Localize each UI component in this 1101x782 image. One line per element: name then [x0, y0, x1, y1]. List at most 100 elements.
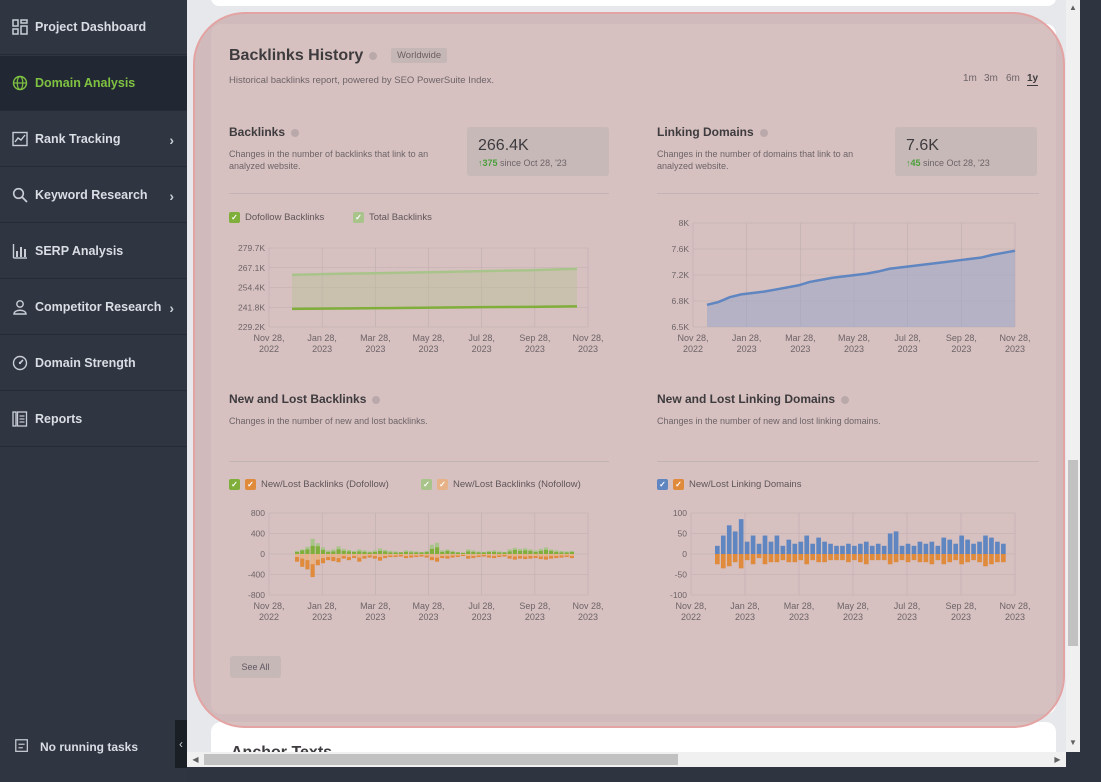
bar-lost-nofollow	[429, 554, 434, 558]
bar-lost-dofollow	[367, 554, 372, 558]
checkbox-checked-icon[interactable]: ✓	[673, 479, 684, 490]
checkbox-checked-icon[interactable]: ✓	[353, 212, 364, 223]
y-tick-label: 254.4K	[238, 283, 265, 293]
bar-lost-nofollow	[377, 554, 383, 558]
help-icon[interactable]	[291, 128, 300, 137]
bar-lost-nofollow	[476, 554, 481, 556]
bar-new-nofollow	[305, 549, 310, 554]
bar-new-nofollow	[435, 547, 440, 554]
horizontal-scrollbar[interactable]: ◀ ▶	[187, 752, 1066, 767]
checkbox-checked-icon[interactable]: ✓	[229, 479, 240, 490]
legend-nl-dofollow[interactable]: ✓ ✓ New/Lost Backlinks (Dofollow)	[229, 479, 389, 490]
y-tick-label: 400	[251, 529, 265, 539]
bar-new-nofollow	[362, 551, 367, 554]
horizontal-scroll-thumb[interactable]	[204, 754, 678, 765]
legend-nl-domains[interactable]: ✓ ✓ New/Lost Linking Domains	[657, 479, 801, 490]
help-icon[interactable]	[841, 395, 850, 404]
sidebar-item-domain-strength[interactable]: Domain Strength	[0, 336, 187, 391]
legend-dofollow[interactable]: ✓ Dofollow Backlinks	[229, 212, 324, 223]
x-tick-label: 2023	[898, 344, 918, 354]
bar-lost-domains	[822, 554, 827, 563]
bar-lost-dofollow	[543, 554, 549, 560]
bar-new-nofollow	[352, 551, 357, 554]
range-1y[interactable]: 1y	[1027, 73, 1039, 86]
sidebar-item-serp-analysis[interactable]: SERP Analysis	[0, 224, 187, 279]
bar-lost-nofollow	[398, 554, 403, 556]
range-3m[interactable]: 3m	[984, 73, 998, 84]
bar-new-nofollow	[341, 550, 346, 554]
bar-new-nofollow	[543, 549, 549, 554]
bar-new-domains	[762, 535, 768, 554]
x-tick-label: 2023	[312, 612, 332, 622]
chevron-right-icon: ›	[169, 188, 174, 204]
backlinks-title: Backlinks	[229, 125, 300, 139]
vertical-scroll-thumb[interactable]	[1068, 460, 1078, 646]
bar-lost-nofollow	[409, 554, 414, 556]
bar-new-dofollow	[409, 550, 414, 554]
bar-lost-nofollow	[471, 554, 476, 557]
bar-new-nofollow	[492, 551, 497, 554]
sidebar-item-label: Domain Strength	[35, 356, 136, 370]
bar-new-nofollow	[538, 550, 543, 554]
x-tick-label: 2023	[737, 344, 757, 354]
bar-lost-nofollow	[320, 554, 326, 559]
sidebar-item-domain-analysis[interactable]: Domain Analysis	[0, 56, 187, 111]
bar-new-nofollow	[466, 551, 471, 554]
bar-lost-nofollow	[481, 554, 486, 556]
bar-lost-domains	[995, 554, 1000, 563]
see-all-button[interactable]: See All	[230, 656, 281, 678]
bar-new-domains	[780, 545, 786, 554]
checkbox-checked-icon[interactable]: ✓	[245, 479, 256, 490]
tasks-icon	[14, 738, 32, 756]
y-tick-label: 100	[673, 508, 687, 518]
help-icon[interactable]	[369, 51, 378, 60]
sidebar-item-reports[interactable]: Reports	[0, 392, 187, 447]
help-icon[interactable]	[372, 395, 381, 404]
scroll-left-icon[interactable]: ◀	[192, 755, 199, 764]
sidebar-item-project-dashboard[interactable]: Project Dashboard	[0, 0, 187, 55]
y-tick-label: 267.1K	[238, 263, 265, 273]
backlinks-stat: 266.4K ↑375 since Oct 28, '23	[467, 127, 609, 176]
bar-new-dofollow	[559, 550, 564, 554]
range-1m[interactable]: 1m	[963, 73, 977, 84]
x-tick-label: 2023	[951, 344, 971, 354]
bar-new-nofollow	[471, 551, 476, 554]
checkbox-checked-icon[interactable]: ✓	[437, 479, 448, 490]
checkbox-checked-icon[interactable]: ✓	[657, 479, 668, 490]
checkbox-checked-icon[interactable]: ✓	[421, 479, 432, 490]
bar-lost-domains	[899, 554, 905, 561]
sidebar-item-competitor-research[interactable]: Competitor Research ›	[0, 280, 187, 335]
legend-total[interactable]: ✓ Total Backlinks	[353, 212, 432, 223]
bar-new-domains	[893, 531, 899, 554]
window-frame	[1080, 0, 1101, 782]
x-tick-label: Nov 28,	[572, 601, 603, 611]
bar-new-nofollow	[455, 552, 460, 554]
running-tasks[interactable]: No running tasks	[0, 728, 175, 766]
bar-lost-dofollow	[502, 554, 507, 557]
scroll-up-icon[interactable]: ▲	[1069, 3, 1077, 12]
collapse-sidebar-button[interactable]: ‹	[175, 720, 187, 768]
backlinks-delta: ↑375 since Oct 28, '23	[478, 158, 567, 168]
bar-new-nofollow	[429, 548, 434, 554]
sidebar-item-keyword-research[interactable]: Keyword Research ›	[0, 168, 187, 223]
bar-new-nofollow	[569, 551, 574, 554]
help-icon[interactable]	[759, 128, 768, 137]
vertical-scrollbar[interactable]: ▲ ▼	[1066, 0, 1080, 752]
x-tick-label: Mar 28,	[785, 333, 816, 343]
legend-nl-nofollow[interactable]: ✓ ✓ New/Lost Backlinks (Nofollow)	[421, 479, 581, 490]
bar-new-nofollow	[372, 551, 377, 554]
bar-lost-nofollow	[538, 554, 543, 557]
scroll-right-icon[interactable]: ▶	[1054, 755, 1061, 764]
range-6m[interactable]: 6m	[1006, 73, 1020, 84]
sidebar-item-rank-tracking[interactable]: Rank Tracking ›	[0, 112, 187, 167]
bar-new-domains	[965, 539, 970, 554]
checkbox-checked-icon[interactable]: ✓	[229, 212, 240, 223]
x-tick-label: Jul 28,	[468, 333, 495, 343]
region-badge: Worldwide	[391, 48, 448, 63]
scroll-down-icon[interactable]: ▼	[1069, 738, 1077, 747]
bar-lost-domains	[816, 554, 821, 563]
linking-domains-desc: Changes in the number of domains that li…	[657, 149, 854, 171]
bar-new-nofollow	[497, 552, 502, 554]
bar-lost-dofollow	[481, 554, 486, 557]
bar-lost-dofollow	[300, 554, 305, 567]
